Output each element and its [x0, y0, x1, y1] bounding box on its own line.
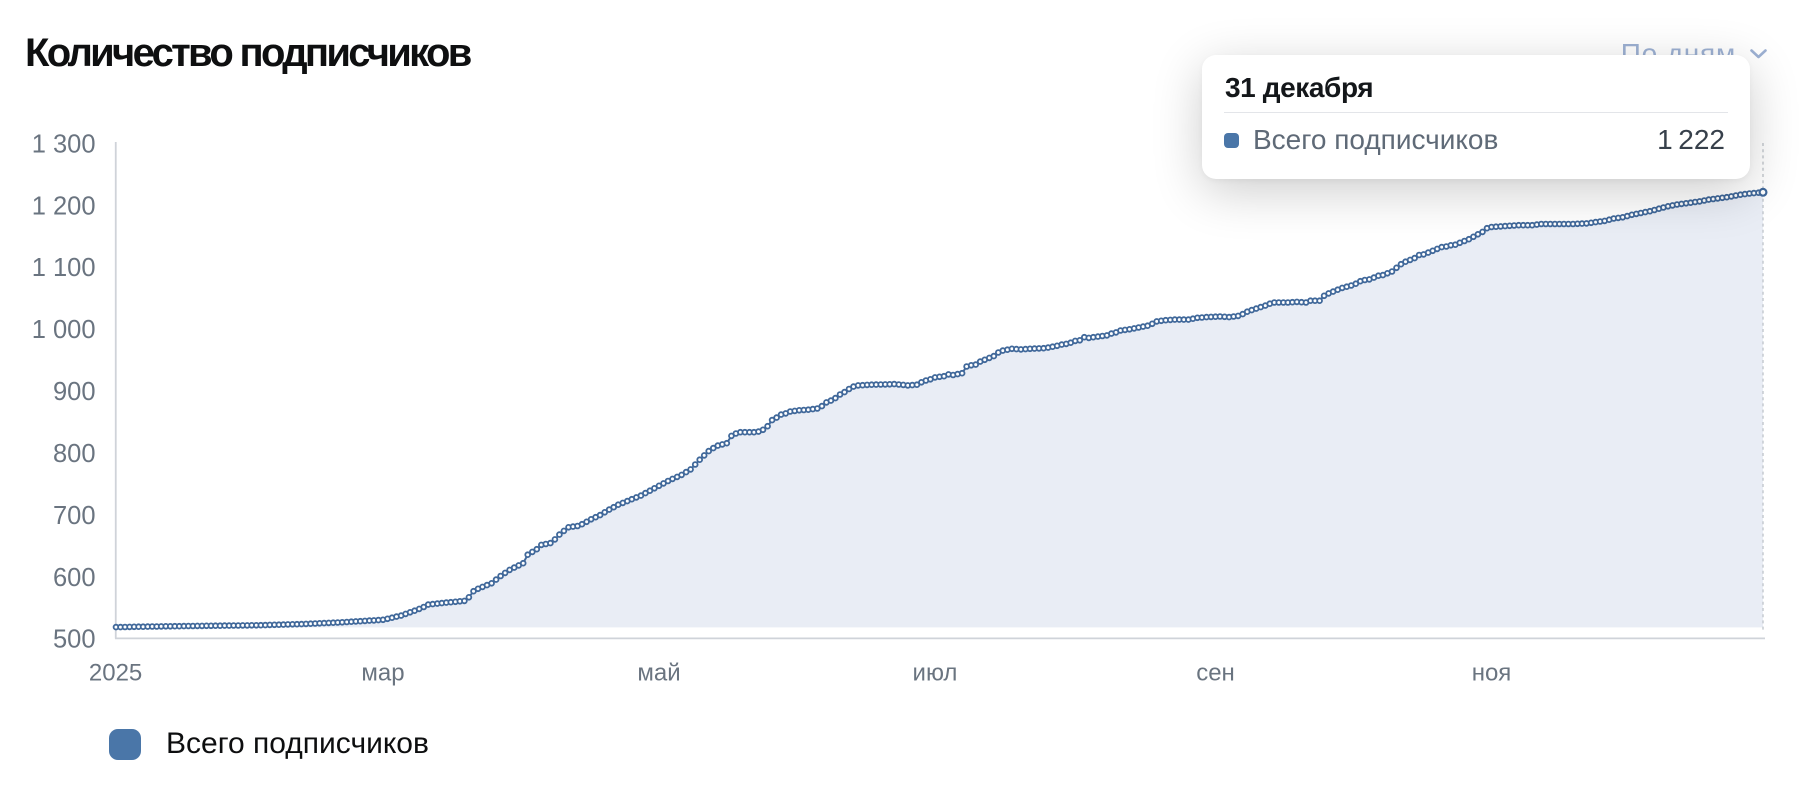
svg-text:1 200: 1 200 — [32, 192, 96, 220]
svg-text:900: 900 — [53, 378, 96, 406]
svg-text:май: май — [637, 660, 680, 687]
svg-text:2025: 2025 — [89, 660, 142, 687]
svg-text:500: 500 — [53, 626, 96, 654]
svg-text:800: 800 — [53, 440, 96, 468]
svg-text:1 000: 1 000 — [32, 316, 96, 344]
svg-text:1 100: 1 100 — [32, 254, 96, 282]
svg-text:июл: июл — [913, 660, 958, 687]
svg-text:ноя: ноя — [1472, 660, 1512, 687]
svg-text:1 300: 1 300 — [32, 130, 96, 158]
svg-text:мар: мар — [361, 660, 404, 687]
svg-text:сен: сен — [1196, 660, 1235, 687]
svg-text:600: 600 — [53, 564, 96, 592]
svg-text:700: 700 — [53, 502, 96, 530]
